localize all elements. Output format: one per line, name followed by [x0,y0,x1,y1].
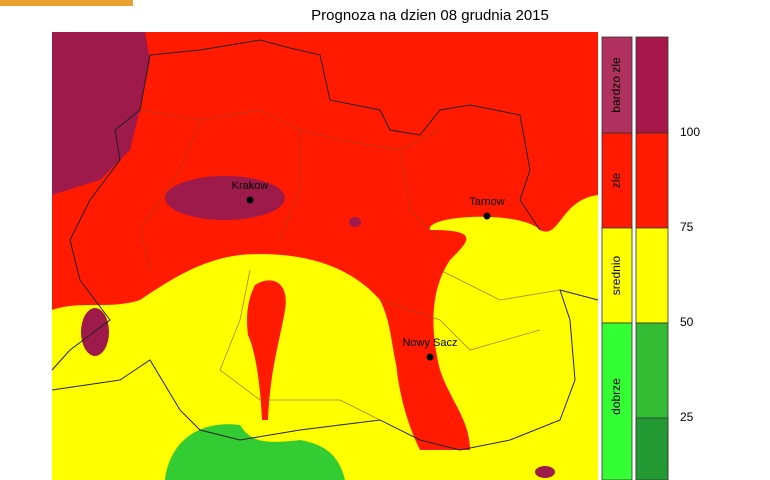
legend-swatch [601,36,633,134]
city-label: Tarnow [469,196,505,208]
map-title: Prognoza na dzien 08 grudnia 2015 [311,7,549,24]
legend: bardzo zle zle srednio dobrze 100 75 50 25 [601,36,700,480]
city-label: Nowy Sacz [402,337,457,349]
legend-swatch [601,227,633,324]
legend-class-label: srednio [609,255,623,295]
city-dot [246,196,254,204]
legend-tick-label: 50 [680,315,694,329]
city-dot [483,212,491,220]
legend-class-label: zle [609,173,623,189]
legend-class-label: dobrze [609,378,623,415]
logo-strip [0,0,133,6]
map [51,32,599,480]
city-label: Krakow [232,180,269,192]
legend-swatch [601,322,633,480]
legend-swatch [635,132,669,229]
cities: Krakow Tarnow Nowy Sacz [232,180,505,361]
legend-swatch [635,417,669,480]
legend-swatch [635,36,669,134]
legend-tick-label: 100 [680,125,700,139]
city-dot [426,353,434,361]
legend-tick-label: 25 [680,410,694,424]
legend-tick-label: 75 [680,220,694,234]
legend-swatch [635,227,669,324]
legend-swatch [601,132,633,229]
legend-class-label: bardzo zle [609,57,623,113]
